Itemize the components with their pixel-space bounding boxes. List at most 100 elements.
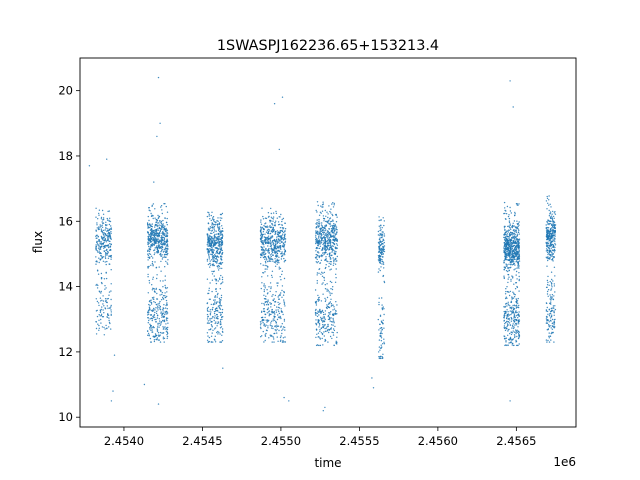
data-point — [317, 319, 319, 321]
data-point — [319, 240, 322, 242]
data-point — [335, 213, 337, 216]
data-point — [284, 236, 286, 238]
data-point — [267, 275, 269, 277]
data-point — [109, 237, 112, 239]
data-point — [336, 216, 338, 218]
data-point — [329, 317, 331, 319]
data-point — [507, 311, 509, 313]
data-point — [329, 260, 331, 263]
data-point — [206, 318, 209, 320]
outlier-point — [509, 80, 511, 82]
data-point — [382, 323, 384, 325]
data-point — [222, 281, 224, 283]
data-point — [264, 335, 267, 337]
data-point — [100, 292, 102, 294]
data-point — [378, 238, 381, 240]
data-point — [211, 241, 214, 243]
data-point — [546, 197, 549, 200]
data-point — [159, 300, 161, 303]
data-point — [511, 332, 514, 334]
data-point — [383, 341, 385, 343]
data-point — [546, 293, 549, 295]
data-point — [283, 252, 286, 255]
data-point — [515, 241, 517, 243]
data-point — [150, 299, 152, 301]
data-point — [382, 217, 384, 219]
data-point — [324, 258, 327, 261]
data-point — [514, 256, 516, 258]
data-point — [507, 290, 509, 293]
data-point — [382, 274, 385, 277]
data-point — [164, 307, 167, 309]
data-point — [158, 288, 161, 291]
data-point — [507, 274, 510, 276]
data-point — [268, 315, 270, 317]
data-point — [274, 240, 276, 242]
data-point — [99, 297, 102, 299]
data-point — [206, 244, 208, 246]
data-point — [154, 249, 156, 251]
data-point — [378, 248, 381, 250]
data-point — [153, 301, 155, 303]
data-point — [270, 212, 272, 215]
data-point — [334, 235, 336, 237]
data-point — [151, 262, 154, 265]
data-point — [317, 251, 319, 253]
data-point — [159, 246, 161, 249]
data-point — [214, 224, 217, 226]
data-point — [281, 323, 283, 325]
data-point — [210, 311, 212, 313]
data-point — [207, 227, 210, 229]
data-point — [269, 254, 272, 256]
data-point — [382, 250, 384, 253]
data-point — [549, 280, 551, 283]
data-point — [512, 277, 514, 279]
data-point — [166, 240, 168, 243]
data-point — [156, 249, 159, 251]
data-point — [503, 245, 505, 248]
data-point — [333, 344, 335, 346]
data-point — [509, 261, 512, 264]
data-point — [320, 241, 323, 243]
data-point — [106, 219, 109, 221]
data-point — [284, 228, 287, 230]
data-point — [270, 220, 272, 222]
data-point — [546, 284, 549, 286]
data-point — [283, 257, 285, 260]
data-point — [513, 258, 515, 261]
data-point — [266, 229, 269, 231]
data-point — [166, 291, 168, 293]
data-point — [324, 251, 326, 253]
data-point — [279, 229, 282, 232]
data-point — [324, 340, 326, 342]
data-point — [216, 261, 218, 263]
data-point — [262, 241, 264, 244]
data-point — [261, 207, 263, 209]
data-point — [549, 239, 551, 241]
data-point — [221, 267, 223, 270]
data-point — [152, 203, 155, 205]
data-point — [148, 247, 150, 250]
data-point — [150, 264, 152, 266]
data-point — [325, 232, 327, 235]
data-point — [212, 244, 215, 247]
data-point — [215, 278, 218, 281]
data-point — [221, 241, 223, 244]
data-point — [316, 201, 319, 203]
data-point — [331, 292, 333, 295]
data-point — [328, 228, 331, 230]
data-point — [517, 306, 520, 309]
data-point — [269, 225, 271, 227]
data-point — [318, 240, 320, 242]
data-point — [100, 281, 103, 284]
data-point — [219, 307, 221, 309]
data-point — [334, 258, 336, 260]
data-point — [381, 297, 383, 299]
data-point — [282, 238, 285, 241]
data-point — [98, 249, 101, 251]
data-point — [270, 327, 273, 329]
data-point — [333, 202, 335, 205]
data-point — [163, 254, 166, 256]
data-point — [504, 254, 507, 256]
data-point — [378, 268, 380, 270]
